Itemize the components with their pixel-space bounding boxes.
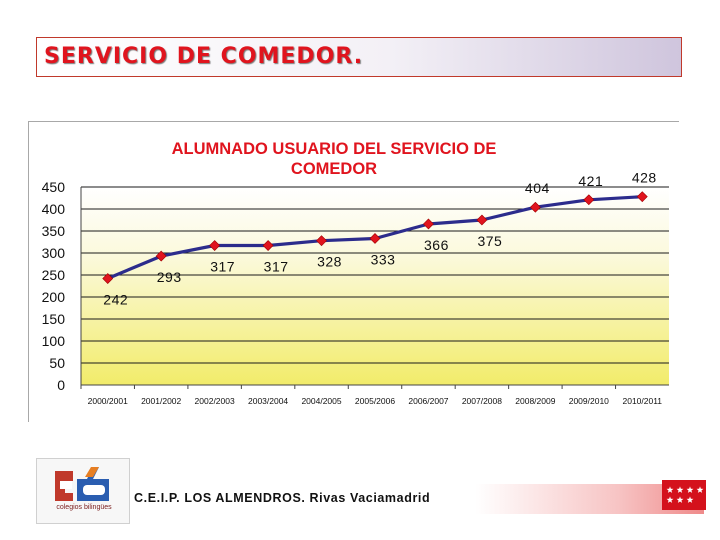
y-tick-label: 150 <box>42 311 66 327</box>
school-name: C.E.I.P. LOS ALMENDROS. Rivas Vaciamadri… <box>134 491 431 505</box>
footer: colegios bilingües C.E.I.P. LOS ALMENDRO… <box>36 458 706 524</box>
x-tick-label: 2002/2003 <box>195 396 235 406</box>
data-point <box>583 194 595 206</box>
y-tick-label: 50 <box>49 355 65 371</box>
flag-star-icon <box>666 496 674 503</box>
data-point <box>369 233 381 244</box>
x-tick-label: 2003/2004 <box>248 396 288 406</box>
x-tick-label: 2000/2001 <box>88 396 128 406</box>
slide-title: SERVICIO DE COMEDOR. <box>44 44 364 69</box>
y-tick-label: 250 <box>42 267 66 283</box>
data-label: 366 <box>424 237 449 253</box>
y-tick-label: 200 <box>42 289 66 305</box>
flag-star-icon <box>696 486 704 493</box>
x-tick-label: 2001/2002 <box>141 396 181 406</box>
data-point <box>209 240 221 251</box>
y-tick-label: 400 <box>42 201 66 217</box>
y-tick-label: 350 <box>42 223 66 239</box>
data-label: 421 <box>578 173 603 189</box>
flag-stars-icon <box>666 486 704 503</box>
data-label: 333 <box>371 251 396 267</box>
data-point <box>262 240 274 251</box>
data-point <box>529 201 541 213</box>
data-point <box>102 273 114 284</box>
x-tick-label: 2009/2010 <box>569 396 609 406</box>
logo-caption: colegios bilingües <box>56 504 112 511</box>
x-tick-label: 2008/2009 <box>515 396 555 406</box>
line-chart: ALUMNADO USUARIO DEL SERVICIO DE COMEDOR 0… <box>42 140 669 406</box>
data-point <box>423 218 434 230</box>
flag-star-icon <box>666 486 674 493</box>
community-flag-icon <box>662 480 706 510</box>
data-label: 317 <box>264 259 289 275</box>
data-label: 375 <box>477 233 502 249</box>
y-tick-label: 450 <box>42 179 66 195</box>
y-tick-label: 100 <box>42 333 66 349</box>
x-tick-label: 2007/2008 <box>462 396 502 406</box>
x-tick-label: 2010/2011 <box>622 396 662 406</box>
data-point <box>316 235 327 247</box>
data-label: 328 <box>317 254 342 270</box>
bilingual-schools-logo: colegios bilingües <box>36 458 130 524</box>
flag-star-icon <box>676 496 684 503</box>
x-tick-label: 2004/2005 <box>301 396 341 406</box>
flag-star-icon <box>676 486 684 493</box>
y-tick-label: 0 <box>57 377 65 393</box>
y-tick-label: 300 <box>42 245 66 261</box>
slide-title-box: SERVICIO DE COMEDOR. <box>36 37 682 77</box>
data-point <box>476 214 488 226</box>
logo-mark-icon <box>55 467 109 501</box>
data-label: 293 <box>157 269 182 285</box>
data-point <box>636 191 648 203</box>
flag-star-icon <box>686 496 694 503</box>
data-label: 242 <box>103 292 128 308</box>
footer-band: C.E.I.P. LOS ALMENDROS. Rivas Vaciamadri… <box>132 484 704 514</box>
flag-star-icon <box>686 486 694 493</box>
data-point <box>155 250 167 262</box>
chart-title: ALUMNADO USUARIO DEL SERVICIO DE COMEDOR <box>172 140 497 178</box>
x-tick-label: 2005/2006 <box>355 396 395 406</box>
chart-container: ALUMNADO USUARIO DEL SERVICIO DE COMEDOR 0… <box>28 121 679 422</box>
data-label: 404 <box>525 180 550 196</box>
data-label: 317 <box>210 259 235 275</box>
data-label: 428 <box>632 170 657 186</box>
plot-area <box>81 187 669 385</box>
x-tick-label: 2006/2007 <box>408 396 448 406</box>
